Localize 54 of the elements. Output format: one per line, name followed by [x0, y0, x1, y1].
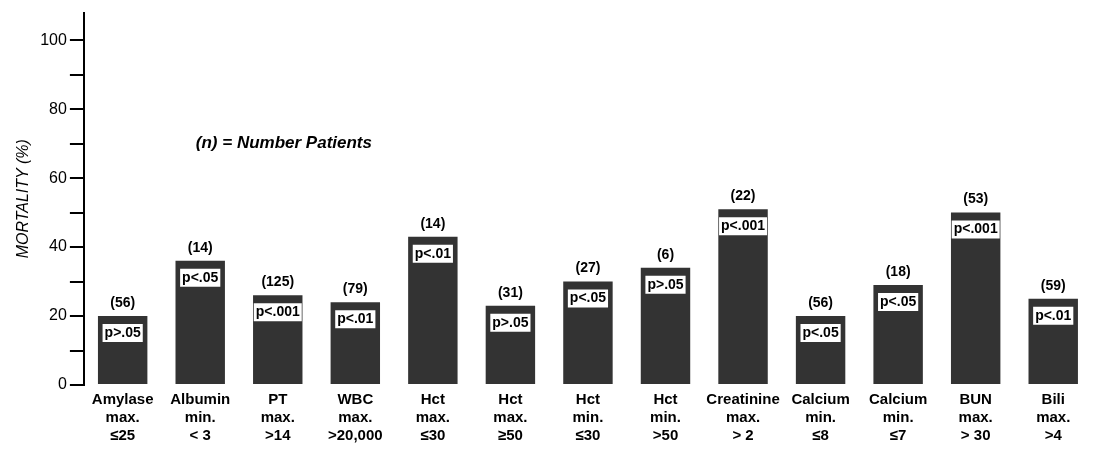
annotation: p<.001 — [953, 220, 998, 237]
y-tick-label: 0 — [57, 375, 67, 393]
annotation: (27) — [575, 259, 601, 276]
bar — [873, 285, 923, 384]
annotation: (31) — [497, 283, 523, 300]
x-tick-label: BUN max. > 30 — [958, 390, 993, 444]
y-tick-label: 80 — [49, 99, 67, 117]
x-tick-label: Calcium min. ≤8 — [791, 390, 850, 444]
x-tick-label: Hct min. ≤30 — [572, 390, 604, 444]
x-tick-label: WBC max. >20,000 — [327, 390, 383, 444]
annotation: (18) — [885, 262, 911, 279]
annotation: p>.05 — [647, 275, 684, 292]
annotation: (56) — [110, 293, 136, 310]
annotation: (22) — [730, 187, 756, 203]
x-tick-label: PT max. >14 — [260, 390, 295, 444]
annotation: p<.01 — [337, 310, 374, 327]
annotation: p<.05 — [182, 268, 219, 285]
x-tick-label: Calcium min. ≤7 — [868, 390, 928, 444]
annotation: (59) — [1040, 276, 1066, 293]
annotation: (14) — [420, 214, 446, 231]
annotation: p<.05 — [569, 289, 607, 306]
annotation: p<.01 — [414, 244, 452, 261]
x-tick-label: Bili max. >4 — [1036, 390, 1071, 444]
annotation: p>.05 — [104, 323, 141, 340]
x-tick-label: Hct max. ≤30 — [415, 390, 450, 444]
annotation: p<.05 — [802, 323, 839, 340]
annotation: (6) — [656, 245, 675, 262]
annotation: (n) = Number Patients — [195, 133, 372, 153]
annotation: p<.001 — [721, 217, 766, 233]
annotation: p<.05 — [880, 292, 917, 309]
y-tick-label: 20 — [49, 306, 67, 324]
x-tick-label: Albumin min. < 3 — [170, 390, 231, 444]
annotation: (125) — [261, 273, 295, 290]
annotation: p<.001 — [255, 303, 300, 320]
x-tick-label: Creatinine max. > 2 — [706, 390, 780, 444]
y-axis-title: MORTALITY (%) — [14, 139, 32, 259]
bar — [950, 212, 1001, 384]
x-tick-label: Amylase max. ≤25 — [91, 390, 154, 444]
annotation: p>.05 — [492, 313, 529, 330]
bar — [563, 281, 613, 384]
annotation: (14) — [187, 238, 213, 255]
y-tick-label: 40 — [49, 237, 67, 255]
y-tick-label: 100 — [40, 30, 67, 48]
bar — [718, 209, 768, 384]
bar — [408, 236, 458, 384]
y-tick-label: 60 — [49, 168, 67, 186]
annotation: (53) — [963, 190, 989, 207]
annotation: (79) — [342, 280, 368, 297]
annotation: p<.01 — [1035, 306, 1072, 323]
x-tick-label: Hct min. >50 — [650, 390, 681, 444]
bar — [640, 267, 691, 384]
x-tick-label: Hct max. ≥50 — [493, 390, 528, 444]
bar — [175, 260, 225, 384]
annotation: (56) — [808, 293, 834, 310]
